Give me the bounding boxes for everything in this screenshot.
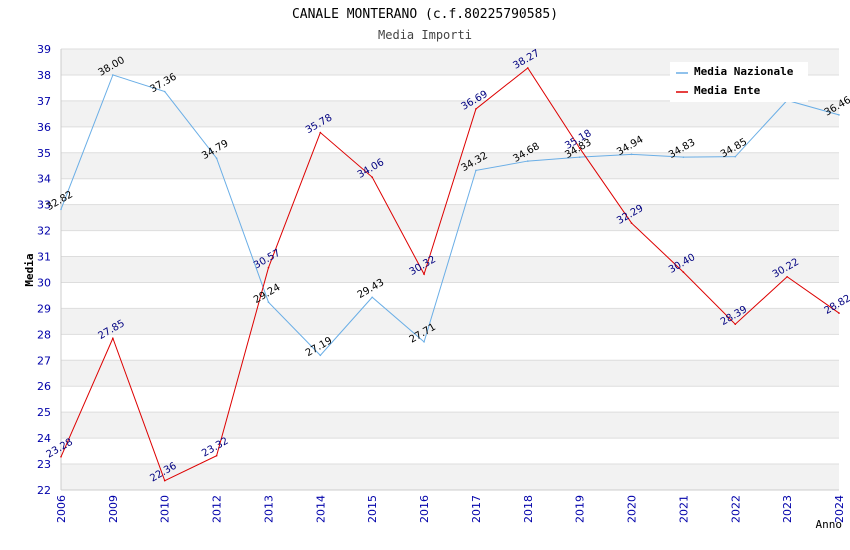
data-point [163, 90, 166, 93]
grid-lines [61, 48, 839, 491]
data-point [475, 169, 477, 172]
data-point [215, 454, 218, 457]
plot-bands [61, 49, 839, 490]
series-line-ente [60, 67, 840, 482]
y-tick-label: 24 [37, 432, 51, 445]
data-point [163, 479, 166, 482]
y-tick-label: 34 [37, 173, 51, 186]
data-point [734, 155, 737, 158]
x-tick-label: 2020 [626, 495, 639, 523]
x-tick-label: 2016 [418, 495, 431, 523]
data-point [630, 222, 633, 224]
series-group [60, 67, 840, 482]
y-tick-label: 27 [37, 354, 51, 367]
y-tick-label: 31 [37, 251, 51, 264]
x-tick-label: 2006 [55, 495, 68, 523]
data-point [838, 312, 840, 314]
data-point [112, 74, 114, 76]
data-label: 27.19 [304, 335, 334, 359]
data-point [267, 266, 270, 269]
data-point [682, 271, 685, 273]
data-point [371, 176, 374, 178]
x-axis-label: Anno [816, 518, 843, 531]
band [61, 360, 839, 387]
x-tick-label: 2013 [262, 495, 275, 523]
data-point [578, 156, 581, 158]
x-tick-labels: 2006 2009 2010 2012 2013 2014 2015 2016 2017 2018… [55, 495, 846, 523]
x-tick-label: 2024 [833, 495, 846, 523]
data-point [371, 296, 374, 299]
x-tick-label: 2021 [677, 495, 690, 523]
chart-title: CANALE MONTERANO (c.f.80225790585) [292, 7, 558, 22]
x-tick-label: 2012 [211, 495, 224, 523]
y-tick-label: 26 [37, 380, 51, 393]
x-tick-label: 2019 [574, 495, 587, 523]
data-point [60, 208, 62, 211]
data-point [475, 108, 477, 110]
data-point [734, 323, 737, 326]
data-point [267, 301, 270, 303]
data-point [682, 156, 685, 158]
series-line-nazionale [60, 74, 840, 357]
y-tick-label: 37 [37, 95, 51, 108]
x-tick-label: 2018 [522, 495, 535, 523]
y-tick-label: 32 [37, 225, 51, 238]
x-tick-label: 2014 [314, 495, 327, 523]
band [61, 204, 839, 231]
data-point [215, 157, 218, 160]
legend-label-nazionale: Media Nazionale [694, 65, 794, 78]
x-tick-label: 2017 [470, 495, 483, 523]
legend: Media Nazionale Media Ente [670, 62, 808, 102]
data-point [527, 67, 529, 69]
x-tick-label: 2009 [107, 495, 120, 523]
data-point [527, 160, 529, 162]
y-tick-label: 30 [37, 276, 51, 289]
y-tick-label: 36 [37, 121, 51, 134]
x-tick-label: 2023 [781, 495, 794, 523]
legend-label-ente: Media Ente [694, 84, 761, 97]
data-point [60, 455, 62, 458]
y-tick-label: 29 [37, 302, 51, 315]
data-point [319, 354, 322, 357]
y-tick-labels: 22 23 24 25 26 27 28 29 30 31 32 33 34 35 36 37 38 39 [37, 43, 51, 497]
data-label: 29.24 [252, 282, 282, 306]
band [61, 412, 839, 439]
y-tick-label: 33 [37, 199, 51, 212]
data-point [319, 131, 322, 134]
y-tick-label: 39 [37, 43, 51, 56]
x-tick-label: 2010 [159, 495, 172, 523]
x-tick-label: 2015 [366, 495, 379, 523]
y-tick-label: 35 [37, 147, 51, 160]
band [61, 464, 839, 490]
data-point [423, 341, 425, 343]
y-tick-label: 25 [37, 406, 51, 419]
data-point [423, 273, 425, 275]
y-tick-label: 28 [37, 328, 51, 341]
legend-box [670, 62, 808, 102]
data-point [838, 114, 840, 116]
band [61, 100, 839, 127]
data-point [630, 153, 633, 156]
band [61, 308, 839, 335]
y-tick-label: 38 [37, 69, 51, 82]
y-tick-label: 22 [37, 484, 51, 497]
data-point [786, 275, 788, 278]
data-point [578, 147, 581, 149]
chart-subtitle: Media Importi [378, 28, 472, 42]
band [61, 256, 839, 283]
data-point [112, 337, 114, 340]
y-axis-label: Media [23, 253, 36, 286]
y-tick-label: 23 [37, 458, 51, 471]
x-tick-label: 2022 [729, 495, 742, 523]
